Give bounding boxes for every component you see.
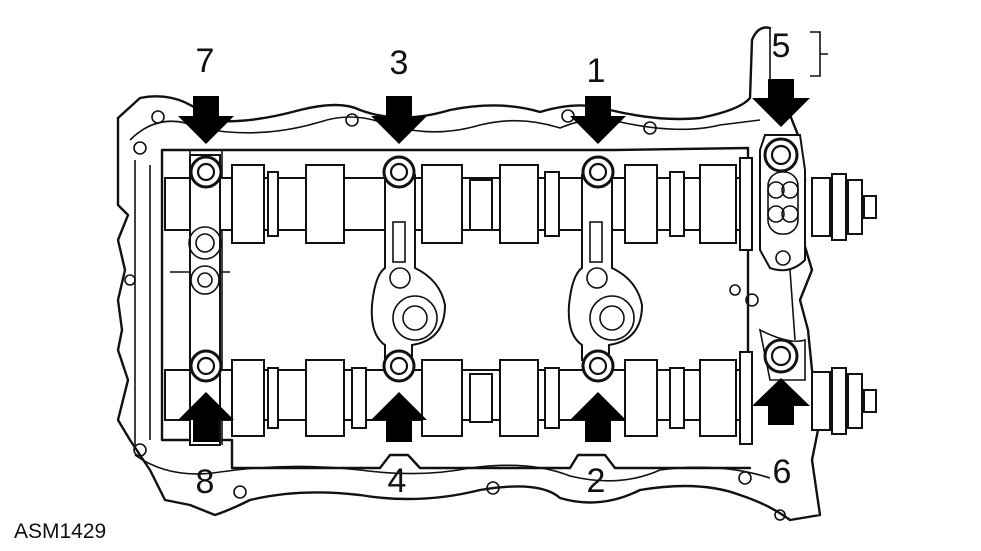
label-4: 4 [388,462,407,500]
label-2: 2 [587,462,606,500]
label-1: 1 [587,52,606,90]
label-6: 6 [773,453,792,491]
label-5: 5 [772,27,791,65]
label-7: 7 [196,42,215,80]
arrow-6 [752,378,810,425]
arrow-5 [752,79,810,127]
bracket-5 [810,31,828,77]
arrow-4 [371,392,427,442]
exhaust-camshaft [164,351,877,445]
arrow-2 [570,392,626,442]
figure-code: ASM1429 [14,520,106,543]
arrow-8 [178,392,234,442]
cap-bolts [189,137,799,383]
bearing-caps [188,134,806,446]
arrow-7 [178,96,234,144]
intake-camshaft [164,157,877,251]
label-3: 3 [390,44,409,82]
arrow-1 [570,96,626,144]
arrow-3 [371,96,427,144]
cylinder-head-outline [116,26,822,522]
label-8: 8 [196,463,215,501]
